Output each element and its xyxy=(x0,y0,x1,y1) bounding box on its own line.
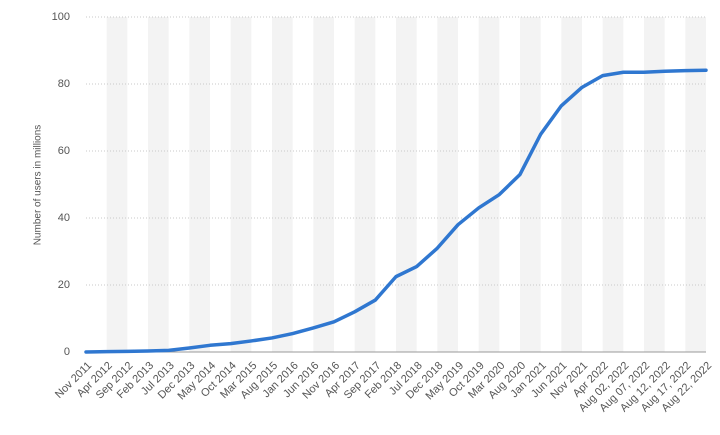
line xyxy=(84,68,708,354)
y-tick-label: 40 xyxy=(58,212,70,224)
band xyxy=(520,17,541,352)
band xyxy=(313,17,334,352)
band xyxy=(561,17,582,352)
band xyxy=(396,17,417,352)
y-tick-label: 20 xyxy=(58,279,70,291)
y-tick-label: 60 xyxy=(58,145,70,157)
y-tick-label: 100 xyxy=(52,11,70,23)
band xyxy=(148,17,169,352)
band xyxy=(354,17,376,352)
band xyxy=(106,17,128,352)
band xyxy=(437,17,458,352)
band xyxy=(602,17,624,352)
y-tick-label: 0 xyxy=(64,346,70,358)
band xyxy=(189,17,210,352)
y-axis-title: Number of users in millions xyxy=(33,125,44,246)
band xyxy=(644,17,665,352)
band xyxy=(272,17,293,352)
band xyxy=(230,17,252,352)
band xyxy=(478,17,500,352)
band xyxy=(685,17,706,352)
y-tick-label: 80 xyxy=(58,78,70,90)
